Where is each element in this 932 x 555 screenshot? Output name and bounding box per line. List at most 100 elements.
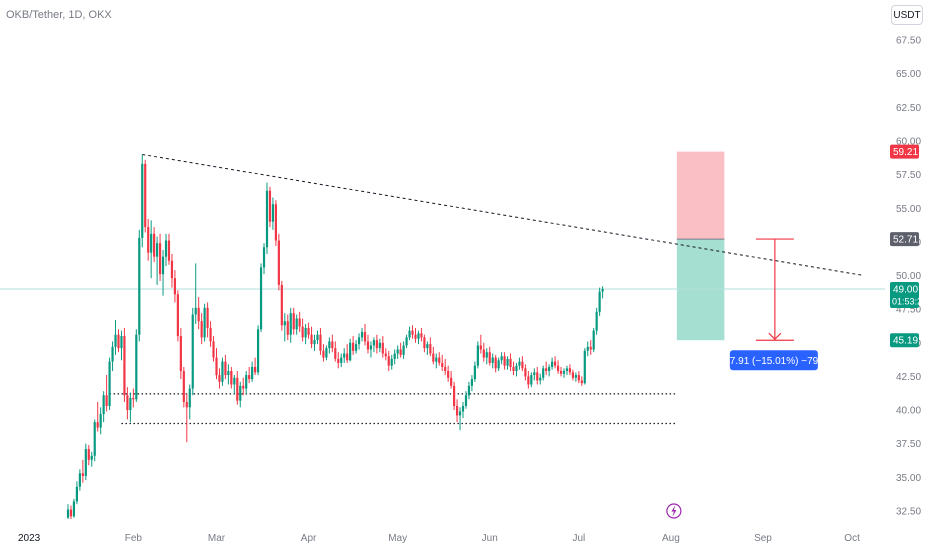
candle-body[interactable] [111,346,114,362]
candle-body[interactable] [289,313,292,335]
candle-body[interactable] [411,330,414,335]
candle-body[interactable] [429,344,432,354]
candle-body[interactable] [161,256,165,275]
candle-body[interactable] [185,401,188,408]
candle-body[interactable] [503,356,506,366]
candle-body[interactable] [485,352,488,358]
candle-body[interactable] [262,247,266,268]
candle-body[interactable] [571,372,574,378]
candle-body[interactable] [194,307,197,315]
candle-body[interactable] [248,375,251,380]
candle-body[interactable] [75,486,79,502]
candle-body[interactable] [482,349,485,358]
measure-label-box[interactable] [729,350,818,371]
candle-body[interactable] [96,422,99,428]
candle-body[interactable] [218,375,221,382]
candle-body[interactable] [295,318,298,330]
candle-body[interactable] [476,345,479,366]
candle-body[interactable] [233,377,236,385]
candle-body[interactable] [316,334,319,341]
candle-body[interactable] [354,344,358,351]
candle-body[interactable] [530,375,533,385]
candle-body[interactable] [206,307,209,328]
candle-body[interactable] [230,371,233,385]
candle-body[interactable] [559,371,563,374]
candle-body[interactable] [78,473,81,487]
candle-body[interactable] [565,368,569,372]
candle-body[interactable] [393,353,396,359]
candle-body[interactable] [363,332,367,342]
candle-body[interactable] [123,336,126,396]
candle-body[interactable] [479,345,482,350]
candle-body[interactable] [515,365,518,372]
candle-body[interactable] [170,260,174,279]
candle-body[interactable] [548,366,551,372]
candle-body[interactable] [384,353,387,357]
candle-body[interactable] [221,361,224,382]
candle-body[interactable] [328,341,331,349]
candle-body[interactable] [551,361,554,367]
candle-body[interactable] [268,190,272,222]
candle-body[interactable] [509,358,512,367]
candle-body[interactable] [144,163,147,228]
candle-body[interactable] [150,233,153,253]
candle-body[interactable] [307,327,310,335]
candle-body[interactable] [589,346,592,350]
candle-body[interactable] [494,357,497,369]
candle-body[interactable] [93,422,96,456]
candle-body[interactable] [84,449,87,476]
candle-body[interactable] [360,332,364,338]
candle-body[interactable] [334,348,337,359]
candle-body[interactable] [357,337,361,345]
candle-body[interactable] [126,395,129,411]
candle-body[interactable] [182,371,185,402]
candle-body[interactable] [135,334,138,400]
candle-body[interactable] [245,375,248,389]
candle-body[interactable] [176,294,179,337]
candle-body[interactable] [473,365,476,380]
candle-body[interactable] [242,385,245,389]
candle-body[interactable] [340,357,343,363]
candle-body[interactable] [470,379,474,386]
candle-body[interactable] [90,455,93,460]
candle-body[interactable] [277,240,280,285]
candle-body[interactable] [586,346,589,351]
candle-body[interactable] [102,395,105,415]
candle-body[interactable] [453,385,456,407]
candle-body[interactable] [387,356,390,366]
candle-body[interactable] [292,313,295,330]
candle-body[interactable] [598,291,601,312]
candle-body[interactable] [164,240,168,257]
candle-body[interactable] [256,329,260,373]
candle-body[interactable] [325,348,328,358]
candle-body[interactable] [191,314,194,389]
candle-body[interactable] [553,361,557,366]
candle-body[interactable] [156,243,159,257]
candle-body[interactable] [319,334,322,351]
candle-body[interactable] [274,204,277,241]
candle-body[interactable] [200,321,203,338]
candle-body[interactable] [568,368,572,373]
candle-body[interactable] [132,397,135,400]
currency-button[interactable]: USDT [891,5,923,25]
candle-body[interactable] [369,345,373,350]
candle-body[interactable] [265,190,269,248]
candle-body[interactable] [444,366,447,372]
candle-body[interactable] [399,349,402,355]
candle-body[interactable] [458,411,462,416]
candle-body[interactable] [562,371,566,374]
candle-body[interactable] [491,357,494,363]
candle-body[interactable] [105,395,108,407]
candle-body[interactable] [545,368,548,372]
candle-body[interactable] [66,509,70,518]
candle-body[interactable] [117,334,120,349]
candle-body[interactable] [405,337,408,346]
candle-body[interactable] [179,336,182,372]
candle-body[interactable] [331,341,334,349]
candle-body[interactable] [441,362,444,367]
candle-body[interactable] [254,366,257,373]
candle-body[interactable] [301,326,304,338]
candle-body[interactable] [227,371,230,376]
candle-body[interactable] [455,406,459,416]
candle-body[interactable] [349,342,352,361]
